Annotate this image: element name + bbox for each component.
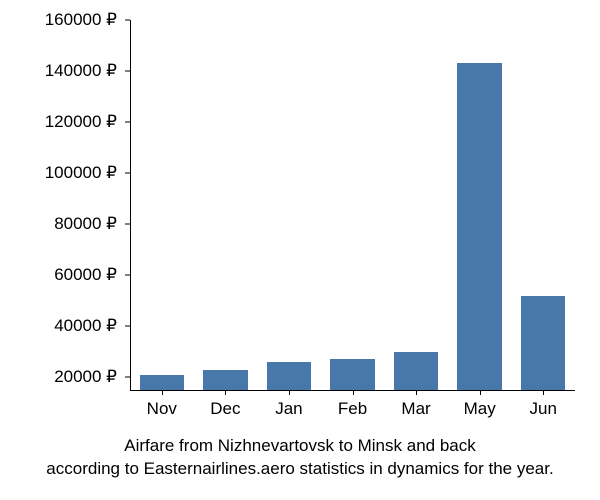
x-axis: Nov Dec Jan Feb Mar May Jun bbox=[130, 393, 575, 423]
y-tick-label: 20000 ₽ bbox=[54, 367, 117, 387]
bar bbox=[267, 362, 312, 390]
caption-line-2: according to Easternairlines.aero statis… bbox=[46, 459, 553, 478]
y-tick-label: 40000 ₽ bbox=[54, 316, 117, 336]
x-tick-label: May bbox=[464, 399, 496, 419]
y-tick-label: 140000 ₽ bbox=[45, 61, 117, 81]
x-tick-mark bbox=[480, 390, 481, 395]
caption-line-1: Airfare from Nizhnevartovsk to Minsk and… bbox=[124, 436, 475, 455]
bar bbox=[330, 359, 375, 390]
x-tick-mark bbox=[225, 390, 226, 395]
y-tick-label: 160000 ₽ bbox=[45, 10, 117, 30]
plot-area bbox=[130, 20, 575, 390]
bar bbox=[457, 63, 502, 390]
x-tick-label: Dec bbox=[210, 399, 240, 419]
x-tick-mark bbox=[162, 390, 163, 395]
airfare-bar-chart: 20000 ₽ 40000 ₽ 60000 ₽ 80000 ₽ 100000 ₽ 1200… bbox=[15, 15, 585, 485]
x-tick-label: Nov bbox=[147, 399, 177, 419]
x-tick-label: Feb bbox=[338, 399, 367, 419]
x-tick-mark bbox=[353, 390, 354, 395]
bar bbox=[394, 352, 439, 390]
y-tick-label: 80000 ₽ bbox=[54, 214, 117, 234]
x-tick-label: Jan bbox=[275, 399, 302, 419]
y-tick-label: 60000 ₽ bbox=[54, 265, 117, 285]
bar bbox=[521, 296, 566, 390]
x-tick-mark bbox=[543, 390, 544, 395]
x-tick-label: Mar bbox=[401, 399, 430, 419]
x-tick-mark bbox=[289, 390, 290, 395]
bars-group bbox=[130, 20, 575, 390]
chart-caption: Airfare from Nizhnevartovsk to Minsk and… bbox=[15, 435, 585, 481]
x-tick-mark bbox=[416, 390, 417, 395]
bar bbox=[140, 375, 185, 390]
y-axis: 20000 ₽ 40000 ₽ 60000 ₽ 80000 ₽ 100000 ₽ 1200… bbox=[15, 20, 125, 390]
x-tick-label: Jun bbox=[529, 399, 556, 419]
bar bbox=[203, 370, 248, 390]
y-tick-label: 120000 ₽ bbox=[45, 112, 117, 132]
y-tick-label: 100000 ₽ bbox=[45, 163, 117, 183]
